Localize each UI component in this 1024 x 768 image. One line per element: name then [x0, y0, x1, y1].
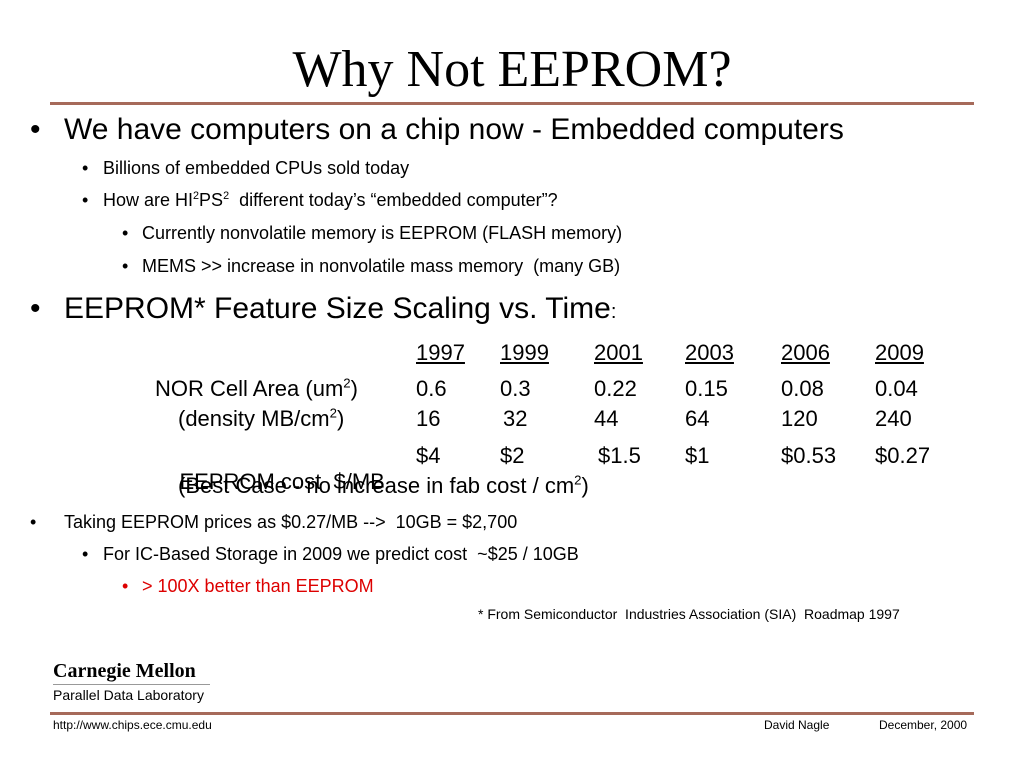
row-label: (density MB/cm2): [178, 406, 344, 432]
text-part: EEPROM* Feature Size Scaling vs. Time: [64, 292, 611, 325]
text-part: different today’s “embedded computer”?: [229, 190, 558, 210]
footer-author: David Nagle: [764, 718, 830, 732]
note-text: ): [581, 473, 589, 498]
logo-rule: [53, 684, 210, 685]
table-cell: 44: [594, 406, 619, 431]
note-text: (Best Case - no increase in fab cost / c…: [178, 473, 575, 498]
label-text: ): [336, 406, 345, 431]
row-label: EEPROM cost $/MB: [155, 443, 385, 521]
table-cell: 32: [503, 406, 528, 431]
logo-carnegie-mellon: Carnegie Mellon: [53, 660, 196, 682]
footnote: * From Semiconductor Industries Associat…: [478, 606, 900, 622]
superscript: 2: [343, 375, 351, 391]
slide-title: Why Not EEPROM?: [292, 41, 732, 98]
bullet-dot: •: [122, 576, 129, 596]
table-cell: 0.08: [781, 376, 824, 401]
bullet-text: MEMS >> increase in nonvolatile mass mem…: [142, 256, 621, 276]
table-cell: $2: [500, 443, 525, 468]
superscript: 2: [574, 472, 582, 488]
table-cell: 16: [416, 406, 441, 431]
row-label: NOR Cell Area (um2): [155, 376, 358, 402]
label-text: EEPROM cost $/MB: [179, 469, 385, 494]
label-text: NOR Cell Area (um: [155, 376, 344, 401]
table-cell: 0.22: [594, 376, 637, 401]
year-header: 1999: [500, 340, 549, 365]
table-cell: $0.27: [875, 443, 931, 468]
table-cell: $1.5: [598, 443, 641, 468]
highlight-text: > 100X better than EEPROM: [142, 576, 374, 596]
superscript: 2: [329, 405, 337, 421]
bullet-text: For IC-Based Storage in 2009 we predict …: [103, 544, 579, 564]
bullet-text: EEPROM* Feature Size Scaling vs. Time:: [64, 292, 616, 329]
table-cell: $4: [416, 443, 441, 468]
year-header: 2006: [781, 340, 830, 365]
bullet-text: We have computers on a chip now - Embedd…: [64, 113, 844, 146]
year-header: 2001: [594, 340, 643, 365]
bullet-dot: •: [122, 256, 129, 276]
footer-rule: [50, 712, 974, 715]
text-part: How are HI: [103, 190, 194, 210]
bullet-dot: •: [30, 113, 41, 146]
bullet-text: Currently nonvolatile memory is EEPROM (…: [142, 223, 623, 243]
bullet-text: How are HI2PS2 different today’s “embedd…: [103, 189, 558, 211]
footer-url[interactable]: http://www.chips.ece.cmu.edu: [53, 718, 212, 732]
table-cell: 0.15: [685, 376, 728, 401]
bullet-text: Billions of embedded CPUs sold today: [103, 158, 410, 178]
superscript: 2: [223, 190, 230, 202]
table-cell: 0.04: [875, 376, 918, 401]
bullet-dot: •: [82, 158, 89, 178]
title-rule: [50, 102, 974, 105]
bullet-dot: •: [82, 190, 89, 210]
colon: :: [610, 301, 617, 323]
table-cell: $0.53: [781, 443, 837, 468]
table-cell: 0.6: [416, 376, 447, 401]
table-cell: 120: [781, 406, 818, 431]
bullet-text: Taking EEPROM prices as $0.27/MB --> 10G…: [64, 512, 518, 532]
label-text: ): [350, 376, 358, 401]
bullet-level1: •: [30, 113, 41, 147]
footer-date: December, 2000: [879, 718, 968, 732]
table-cell: 240: [875, 406, 912, 431]
bullet-dot: •: [122, 223, 129, 243]
bullet-dot: •: [30, 292, 41, 325]
table-note: (Best Case - no increase in fab cost / c…: [178, 473, 589, 499]
table-cell: 64: [685, 406, 710, 431]
year-header: 2009: [875, 340, 924, 365]
logo-lab-name: Parallel Data Laboratory: [53, 687, 204, 703]
text-part: PS: [199, 190, 224, 210]
bullet-dot: •: [82, 544, 89, 564]
table-cell: $1: [685, 443, 710, 468]
year-header: 1997: [416, 340, 465, 365]
table-cell: 0.3: [500, 376, 531, 401]
year-header: 2003: [685, 340, 734, 365]
label-text: (density MB/cm: [178, 406, 330, 431]
bullet-dot: •: [30, 512, 37, 532]
superscript: 2: [193, 190, 200, 202]
